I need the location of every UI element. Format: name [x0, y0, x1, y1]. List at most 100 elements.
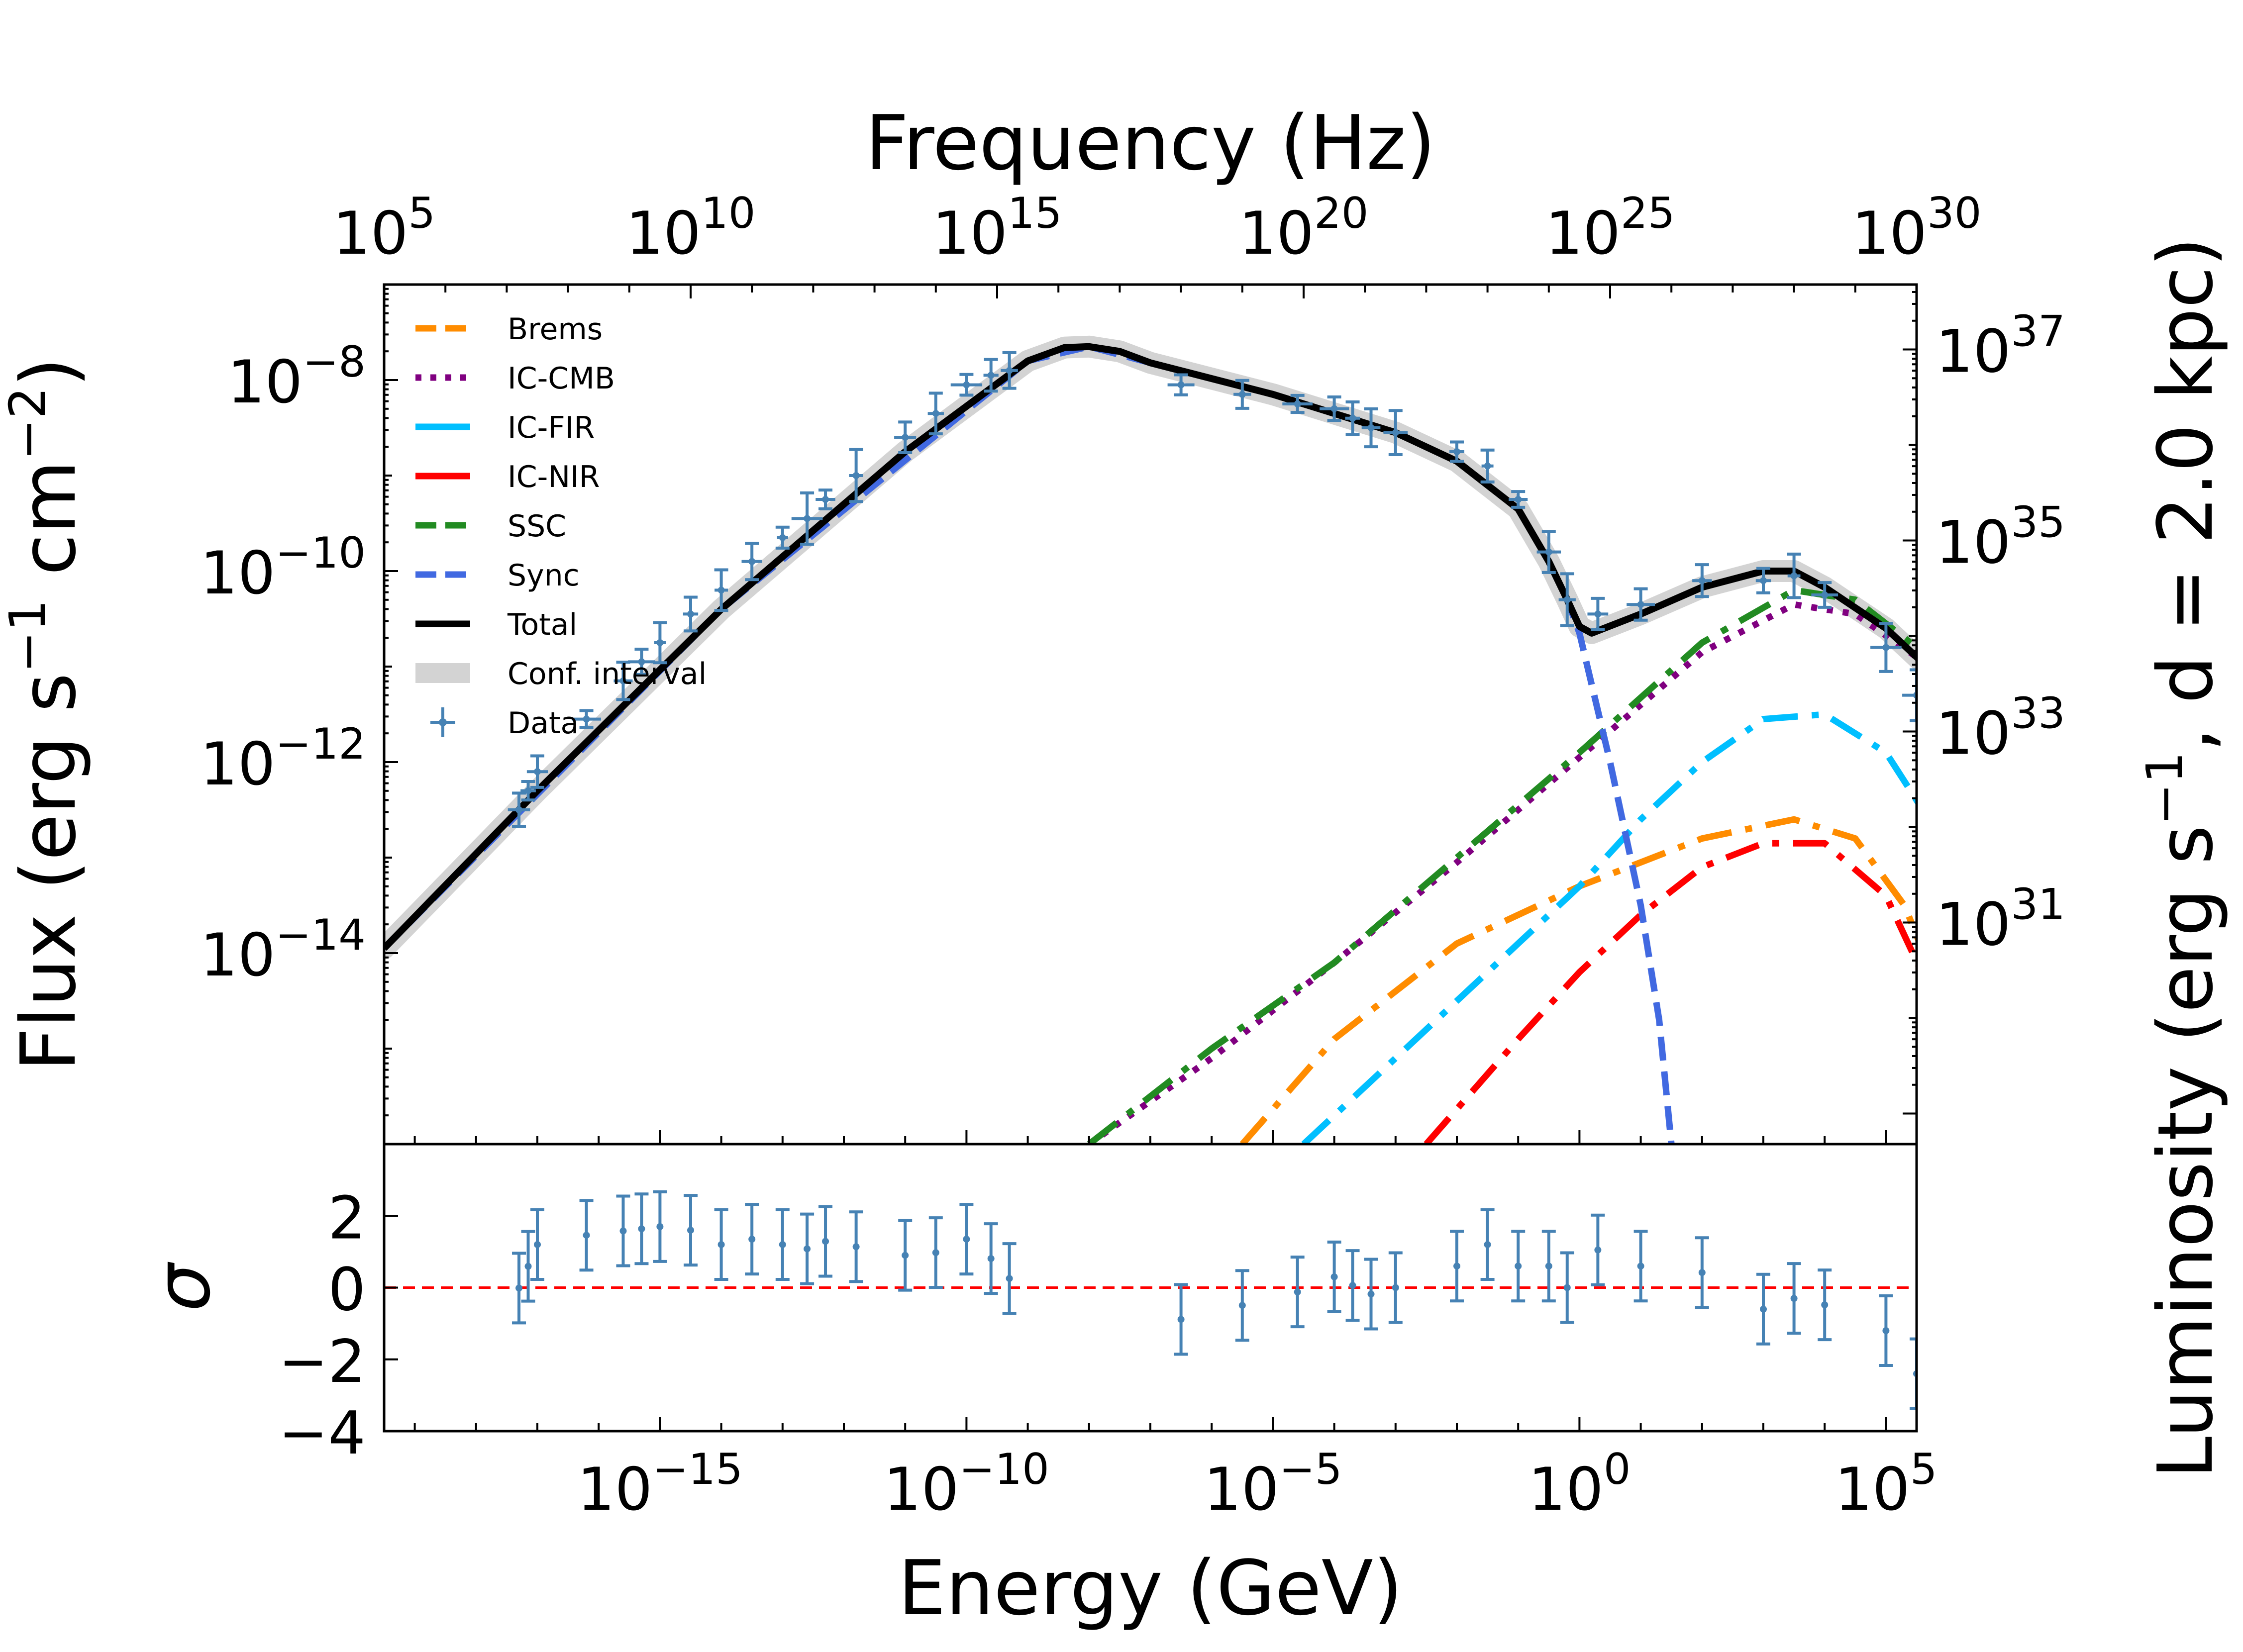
data-point: [2030, 832, 2048, 855]
data-point: [983, 358, 999, 393]
data-point: [894, 420, 917, 454]
label-part: −1: [0, 599, 57, 673]
residual-marker: [524, 1263, 532, 1270]
residual-marker: [2066, 1410, 2073, 1417]
label-part: −1: [2136, 752, 2194, 825]
residual-point: [1818, 1268, 1832, 1342]
residual-point: [1290, 1256, 1305, 1329]
tick-exponent: 15: [1008, 189, 1062, 238]
data-point: [816, 488, 835, 510]
residual-point: [616, 1194, 630, 1267]
legend-entry: Total: [415, 607, 577, 642]
residual-point: [818, 1205, 833, 1278]
data-marker: [515, 806, 523, 813]
data-marker: [1760, 577, 1767, 584]
tick-base: 10: [200, 921, 275, 990]
axis-labels-layer: Energy (GeV) Frequency (Hz) Flux (erg s−1 …: [0, 99, 2230, 1632]
residual-point: [1756, 1272, 1770, 1346]
data-marker: [1349, 414, 1356, 422]
axes-frames: [383, 283, 1918, 1433]
y-right-tick-label: 1035: [1936, 498, 2065, 578]
tick-base: 10: [1936, 700, 2011, 769]
data-marker: [902, 434, 909, 441]
legend-label: Conf. interval: [508, 657, 707, 691]
data-marker: [687, 610, 694, 618]
data-marker: [1367, 424, 1375, 431]
data-point: [653, 621, 667, 665]
residual-point: [653, 1190, 667, 1263]
residual-marker: [717, 1241, 725, 1248]
legend-entry: Conf. interval: [415, 657, 707, 691]
residual-marker: [1974, 1403, 1981, 1410]
legend-label: IC-FIR: [508, 410, 595, 445]
resid-tick-label: −4: [279, 1399, 366, 1468]
residual-marker: [822, 1238, 829, 1245]
data-marker: [1006, 367, 1013, 374]
residual-marker: [779, 1241, 786, 1248]
residual-marker: [1545, 1263, 1552, 1270]
residual-point: [684, 1194, 698, 1267]
data-point: [2000, 801, 2018, 828]
data-marker: [1698, 577, 1706, 584]
curve-ssc: [1087, 586, 1917, 1144]
tick-exponent: 20: [1314, 189, 1368, 238]
data-marker: [534, 768, 541, 776]
tick-base: 10: [1545, 199, 1621, 268]
tick-base: 10: [1936, 891, 2011, 960]
legend-label: IC-NIR: [508, 460, 600, 494]
data-marker: [1484, 462, 1491, 470]
residual-marker: [987, 1255, 995, 1263]
tick-base: 10: [1936, 318, 2011, 387]
x-bottom-tick-label: 105: [1835, 1445, 1937, 1524]
data-point: [741, 542, 762, 582]
data-point: [775, 525, 790, 550]
residual-point: [1971, 1371, 1985, 1441]
data-point: [628, 648, 655, 676]
data-point: [508, 791, 530, 828]
tick-exponent: −14: [276, 910, 366, 960]
data-point: [1755, 567, 1771, 594]
residual-marker: [902, 1252, 909, 1259]
resid-tick-label: 0: [328, 1256, 366, 1325]
x-bottom-tick-label: 10−15: [577, 1445, 743, 1524]
data-point: [613, 661, 633, 701]
y-left-tick-label: 10−14: [200, 910, 366, 990]
tick-exponent: −12: [276, 719, 366, 769]
curve-brems: [1239, 816, 1917, 1144]
residual-point: [1388, 1251, 1403, 1324]
residual-point: [1364, 1258, 1378, 1331]
data-point: [950, 373, 983, 397]
residual-marker: [1367, 1290, 1375, 1298]
residual-point: [1591, 1213, 1605, 1286]
tick-base: 10: [333, 199, 408, 268]
data-point: [1558, 572, 1576, 627]
tick-exponent: 37: [2011, 307, 2065, 357]
data-point: [1536, 530, 1561, 574]
residual-point: [1511, 1230, 1526, 1303]
data-marker: [619, 677, 627, 684]
data-marker: [524, 787, 532, 794]
y-left-tick-label: 10−8: [227, 337, 366, 417]
residual-marker: [2036, 1381, 2042, 1388]
legend-label: Total: [507, 607, 577, 642]
legend: Brems IC-CMB IC-FIR IC-NIR SSC Sync Total Conf.…: [415, 312, 707, 741]
label-part: ): [4, 357, 93, 387]
residual-marker: [748, 1236, 756, 1243]
y-left-tick-label: 10−12: [200, 719, 366, 799]
data-point: [1587, 596, 1609, 631]
data-point: [1320, 395, 1349, 422]
tick-base: 10: [1239, 199, 1314, 268]
legend-entry: IC-FIR: [415, 410, 595, 445]
y-right-tick-label: 1037: [1936, 307, 2065, 387]
data-marker: [2066, 892, 2073, 899]
residual-marker: [619, 1227, 627, 1235]
resid-tick-label: −2: [279, 1328, 366, 1396]
residual-marker: [1790, 1295, 1798, 1302]
residual-point: [849, 1210, 863, 1283]
tick-exponent: −5: [1279, 1445, 1342, 1494]
residual-point: [800, 1212, 815, 1285]
tick-base: 10: [227, 348, 303, 417]
legend-label: IC-CMB: [508, 361, 615, 396]
residual-point: [928, 1216, 943, 1289]
